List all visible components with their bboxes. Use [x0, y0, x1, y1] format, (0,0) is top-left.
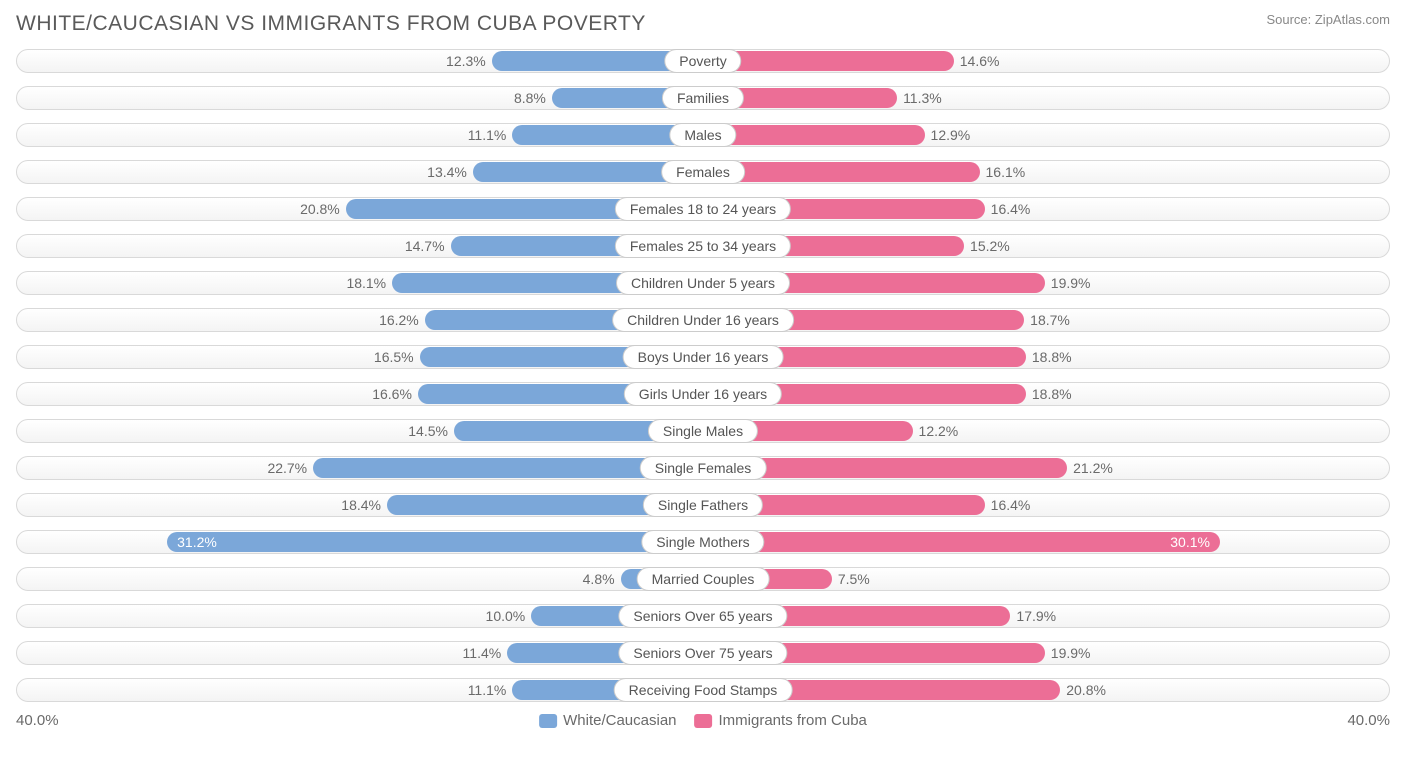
- value-right: 17.9%: [1010, 601, 1056, 631]
- value-right: 18.8%: [1026, 342, 1072, 372]
- chart-row: 18.1% 19.9% Children Under 5 years: [16, 268, 1390, 298]
- value-left: 20.8%: [300, 194, 346, 224]
- chart-row: 12.3% 14.6% Poverty: [16, 46, 1390, 76]
- category-label: Seniors Over 75 years: [618, 641, 787, 665]
- value-left: 11.4%: [463, 638, 508, 668]
- category-label: Females: [661, 160, 745, 184]
- category-label: Females 18 to 24 years: [615, 197, 791, 221]
- chart-row: 14.5% 12.2% Single Males: [16, 416, 1390, 446]
- legend: White/Caucasian Immigrants from Cuba: [539, 712, 867, 729]
- value-right: 12.9%: [925, 120, 971, 150]
- value-left: 11.1%: [468, 675, 513, 705]
- chart-row: 10.0% 17.9% Seniors Over 65 years: [16, 601, 1390, 631]
- category-label: Single Females: [640, 456, 767, 480]
- category-label: Families: [662, 86, 744, 110]
- value-right: 18.7%: [1024, 305, 1070, 335]
- category-label: Children Under 5 years: [616, 271, 790, 295]
- source-attribution: Source: ZipAtlas.com: [1266, 12, 1390, 27]
- legend-label-right: Immigrants from Cuba: [719, 712, 867, 729]
- value-right: 16.1%: [980, 157, 1026, 187]
- value-left: 16.2%: [379, 305, 425, 335]
- chart-row: 8.8% 11.3% Families: [16, 83, 1390, 113]
- value-right: 12.2%: [913, 416, 959, 446]
- value-right: 18.8%: [1026, 379, 1072, 409]
- legend-swatch-right: [695, 714, 713, 728]
- category-label: Children Under 16 years: [612, 308, 794, 332]
- value-right: 16.4%: [985, 490, 1031, 520]
- value-right: 15.2%: [964, 231, 1010, 261]
- category-label: Receiving Food Stamps: [614, 678, 793, 702]
- chart-row: 11.1% 12.9% Males: [16, 120, 1390, 150]
- value-left: 18.1%: [346, 268, 392, 298]
- chart-row: 16.5% 18.8% Boys Under 16 years: [16, 342, 1390, 372]
- category-label: Single Males: [648, 419, 758, 443]
- value-left: 4.8%: [583, 564, 621, 594]
- category-label: Married Couples: [637, 567, 770, 591]
- value-right: 20.8%: [1060, 675, 1106, 705]
- value-right: 30.1%: [703, 527, 1220, 557]
- value-right: 19.9%: [1045, 638, 1091, 668]
- chart-row: 11.4% 19.9% Seniors Over 75 years: [16, 638, 1390, 668]
- legend-item-left: White/Caucasian: [539, 712, 676, 729]
- category-label: Single Mothers: [641, 530, 764, 554]
- category-label: Seniors Over 65 years: [618, 604, 787, 628]
- value-left: 18.4%: [341, 490, 387, 520]
- value-left: 22.7%: [267, 453, 313, 483]
- category-label: Girls Under 16 years: [624, 382, 782, 406]
- chart-row: 31.2%30.1%Single Mothers: [16, 527, 1390, 557]
- diverging-bar-chart: 12.3%14.6%Poverty8.8%11.3%Families11.1%1…: [16, 46, 1390, 705]
- value-left: 31.2%: [167, 527, 703, 557]
- axis-max-right: 40.0%: [1347, 712, 1390, 729]
- value-right: 11.3%: [897, 83, 942, 113]
- value-left: 11.1%: [468, 120, 513, 150]
- axis-max-left: 40.0%: [16, 712, 59, 729]
- value-left: 16.5%: [374, 342, 420, 372]
- value-left: 8.8%: [514, 83, 552, 113]
- chart-row: 4.8% 7.5% Married Couples: [16, 564, 1390, 594]
- value-left: 10.0%: [486, 601, 532, 631]
- chart-row: 20.8% 16.4% Females 18 to 24 years: [16, 194, 1390, 224]
- value-right: 21.2%: [1067, 453, 1113, 483]
- value-right: 19.9%: [1045, 268, 1091, 298]
- chart-row: 14.7% 15.2% Females 25 to 34 years: [16, 231, 1390, 261]
- value-right: 14.6%: [954, 46, 1000, 76]
- category-label: Poverty: [664, 49, 741, 73]
- chart-row: 16.6% 18.8% Girls Under 16 years: [16, 379, 1390, 409]
- chart-row: 22.7% 21.2% Single Females: [16, 453, 1390, 483]
- value-right: 7.5%: [832, 564, 870, 594]
- chart-row: 11.1% 20.8% Receiving Food Stamps: [16, 675, 1390, 705]
- chart-row: 16.2% 18.7% Children Under 16 years: [16, 305, 1390, 335]
- value-left: 14.5%: [408, 416, 454, 446]
- legend-item-right: Immigrants from Cuba: [695, 712, 867, 729]
- category-label: Males: [669, 123, 736, 147]
- value-left: 16.6%: [372, 379, 418, 409]
- category-label: Females 25 to 34 years: [615, 234, 791, 258]
- category-label: Single Fathers: [643, 493, 763, 517]
- value-right: 16.4%: [985, 194, 1031, 224]
- value-left: 14.7%: [405, 231, 451, 261]
- value-left: 12.3%: [446, 46, 492, 76]
- value-left: 13.4%: [427, 157, 473, 187]
- chart-title: WHITE/CAUCASIAN VS IMMIGRANTS FROM CUBA …: [16, 12, 646, 36]
- chart-row: 18.4% 16.4% Single Fathers: [16, 490, 1390, 520]
- legend-label-left: White/Caucasian: [563, 712, 676, 729]
- legend-swatch-left: [539, 714, 557, 728]
- chart-row: 13.4% 16.1% Females: [16, 157, 1390, 187]
- category-label: Boys Under 16 years: [623, 345, 784, 369]
